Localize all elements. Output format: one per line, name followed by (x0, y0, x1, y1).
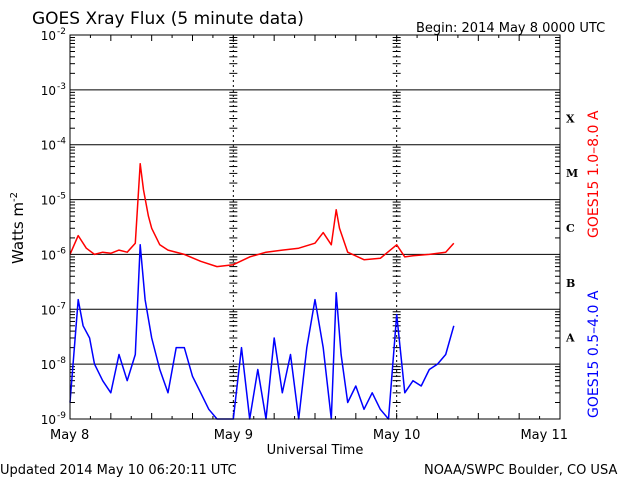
x-axis-label: Universal Time (267, 443, 364, 458)
flare-class-labels: X M C B A (565, 112, 578, 344)
y-tick-label: 10 (41, 358, 56, 372)
y-axis-label: Watts m-2 (9, 192, 27, 264)
x-tick-label: May 11 (520, 428, 568, 443)
series-group (69, 162, 455, 420)
y-tick-exponent: -9 (57, 411, 66, 421)
y-tick-label: 10 (41, 139, 56, 153)
flare-class-label: A (565, 332, 575, 345)
plot-area-frame (69, 34, 561, 420)
y-tick-exponent: -3 (57, 82, 66, 92)
y-tick-label: 10 (41, 303, 56, 317)
flare-class-label: X (566, 112, 575, 125)
y-tick-exponent: -8 (57, 356, 66, 366)
y-tick-label: 10 (41, 413, 56, 427)
y-axis-ticks: 10-210-310-410-510-610-710-810-9 (41, 27, 560, 427)
x-tick-label: May 9 (214, 428, 253, 443)
x-tick-label: May 10 (373, 428, 421, 443)
updated-timestamp: Updated 2014 May 10 06:20:11 UTC (0, 463, 237, 478)
chart-title: GOES Xray Flux (5 minute data) (32, 9, 304, 29)
flare-class-label: B (566, 277, 575, 290)
legend-long-channel: GOES15 1.0–8.0 A (586, 110, 602, 238)
y-tick-label: 10 (41, 194, 56, 208)
flare-class-label: C (566, 222, 575, 235)
begin-label: Begin: 2014 May 8 0000 UTC (416, 21, 605, 36)
y-tick-label: 10 (41, 29, 56, 43)
y-tick-exponent: -4 (57, 137, 66, 147)
series-line-long (69, 162, 455, 268)
y-tick-exponent: -7 (57, 301, 66, 311)
y-tick-label: 10 (41, 248, 56, 262)
legend-short-channel: GOES15 0.5–4.0 A (586, 290, 602, 418)
y-tick-label: 10 (41, 84, 56, 98)
y-tick-exponent: -2 (57, 27, 66, 37)
x-tick-label: May 8 (50, 428, 89, 443)
y-tick-exponent: -6 (57, 246, 66, 256)
flare-class-label: M (566, 167, 578, 180)
series-line-short (69, 244, 455, 420)
y-axis-label-exp: -2 (9, 192, 20, 202)
x-axis-ticks: May 8 May 9 May 10 May 11 (50, 35, 568, 443)
y-axis-label-text: Watts m (9, 202, 27, 264)
source-credit: NOAA/SWPC Boulder, CO USA (424, 463, 617, 478)
grid-lines (70, 34, 560, 420)
y-tick-exponent: -5 (57, 192, 66, 202)
